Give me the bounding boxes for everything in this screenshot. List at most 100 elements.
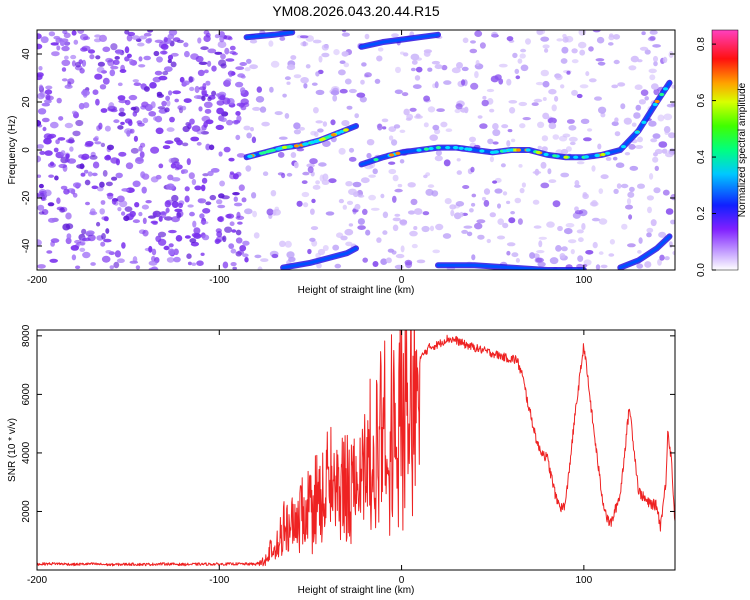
spectrogram-noise-dot xyxy=(176,39,184,44)
spectrogram-noise-dot xyxy=(81,59,87,67)
spectrogram-noise-dot xyxy=(197,198,203,203)
spectrogram-noise-dot xyxy=(555,74,563,81)
spectrogram-noise-dot xyxy=(99,208,105,215)
spectrogram-noise-dot xyxy=(72,192,78,198)
spectrogram-noise-dot xyxy=(533,98,543,103)
trace-speckle xyxy=(543,152,549,157)
spectrogram-noise-dot xyxy=(330,119,336,126)
spectrogram-noise-dot xyxy=(658,231,667,238)
spectrogram-noise-dot xyxy=(116,258,125,264)
spectrogram-y-ticks: -40 -20 0 20 40 xyxy=(21,48,675,253)
spectrogram-noise-dot xyxy=(140,142,146,148)
spectrogram-noise-dot xyxy=(62,164,68,172)
spectrogram-noise-dot xyxy=(432,249,441,254)
spectrogram-noise-dot xyxy=(222,235,227,243)
spectrogram-noise-dot xyxy=(598,251,604,255)
spectrogram-noise-dot xyxy=(114,250,121,258)
spectrogram-noise-dot xyxy=(353,191,359,198)
spectrogram-noise-dot xyxy=(252,210,257,218)
spectrogram-noise-dot xyxy=(662,56,668,64)
spectrogram-noise-dot xyxy=(341,32,350,37)
spectrogram-noise-dot xyxy=(50,42,59,46)
spectrogram-noise-dot xyxy=(41,197,47,201)
spectrogram-noise-dot xyxy=(44,89,53,95)
colorbar-tick-label: 0.4 xyxy=(696,150,707,164)
spectrogram-noise-dot xyxy=(657,114,665,122)
spectrogram-noise-dot xyxy=(477,115,483,119)
y-tick-label: -20 xyxy=(21,190,32,205)
spectrogram-noise-dot xyxy=(547,117,557,124)
spectrogram-noise-dot xyxy=(559,253,566,259)
spectrogram-noise-dot xyxy=(56,197,61,204)
spectrogram-noise-dot xyxy=(235,111,241,116)
spectrogram-noise-dot xyxy=(536,250,545,254)
spectrogram-noise-dot xyxy=(412,84,422,89)
spectrogram-noise-dot xyxy=(591,165,596,172)
spectrogram-noise-dot xyxy=(154,115,163,123)
y-tick-label: 40 xyxy=(21,48,32,60)
spectrogram-noise-dot xyxy=(483,188,491,195)
spectrogram-noise-dot xyxy=(492,141,499,145)
spectrogram-noise-dot xyxy=(100,142,106,148)
spectrogram-noise-dot xyxy=(394,89,403,95)
spectrogram-noise-dot xyxy=(194,85,200,94)
spectrogram-noise-dot xyxy=(474,222,483,230)
spectrogram-noise-dot xyxy=(649,35,656,41)
spectrogram-noise-dot xyxy=(322,173,329,181)
spectrogram-noise-dot xyxy=(309,158,318,165)
spectrogram-noise-dot xyxy=(38,183,44,189)
spectrogram-noise-dot xyxy=(37,74,43,81)
spectrogram-noise-dot xyxy=(312,184,321,190)
spectrogram-noise-dot xyxy=(226,213,235,219)
spectrogram-noise-dot xyxy=(388,135,394,141)
spectrogram-noise-dot xyxy=(37,144,44,149)
spectrogram-noise-dot xyxy=(393,124,401,129)
spectrogram-noise-dot xyxy=(218,193,225,199)
spectrogram-noise-dot xyxy=(147,37,153,43)
spectrogram-noise-dot xyxy=(394,188,403,193)
spectrogram-noise-dot xyxy=(293,74,302,79)
spectrogram-noise-dot xyxy=(548,122,557,130)
spectrogram-noise-dot xyxy=(434,64,443,70)
spectrogram-noise-dot xyxy=(407,210,416,215)
spectrogram-noise-dot xyxy=(148,215,156,219)
spectrogram-noise-dot xyxy=(166,100,171,107)
trace-speckle xyxy=(423,147,429,151)
spectrogram-noise-dot xyxy=(605,156,612,161)
spectrogram-noise-dot xyxy=(644,49,651,55)
spectrogram-noise-dot xyxy=(38,84,44,91)
spectrogram-noise-dot xyxy=(311,82,318,86)
spectrogram-noise-dot xyxy=(440,121,448,128)
spectrogram-noise-dot xyxy=(422,211,430,216)
spectrogram-noise-dot xyxy=(646,227,654,233)
spectrogram-noise-dot xyxy=(77,30,85,34)
spectrogram-noise-dot xyxy=(103,238,112,243)
spectrogram-noise-dot xyxy=(564,35,574,43)
spectrogram-noise-dot xyxy=(119,107,125,113)
spectrogram-noise-dot xyxy=(61,45,70,52)
spectrogram-noise-dot xyxy=(282,93,287,98)
spectrogram-noise-dot xyxy=(167,59,172,64)
spectrogram-noise-dot xyxy=(132,111,138,117)
spectrogram-noise-dot xyxy=(299,35,309,39)
spectrogram-noise-dot xyxy=(186,253,192,259)
spectrogram-noise-dot xyxy=(143,86,150,92)
trace-speckle xyxy=(493,150,499,154)
spectrogram-noise-dot xyxy=(279,36,286,41)
spectrogram-noise-dot xyxy=(552,200,561,208)
spectrogram-noise-dot xyxy=(163,66,173,72)
spectrogram-noise-dot xyxy=(364,33,370,40)
spectrogram-noise-dot xyxy=(253,232,260,239)
spectrogram-noise-dot xyxy=(41,102,50,107)
spectrogram-noise-dot xyxy=(598,218,608,225)
spectrogram-noise-dot xyxy=(100,108,108,113)
spectrogram-noise-dot xyxy=(600,174,609,180)
spectrogram-noise-dot xyxy=(564,228,573,235)
spectrogram-noise-dot xyxy=(415,66,423,73)
spectrogram-noise-dot xyxy=(425,188,434,196)
spectrogram-noise-dot xyxy=(188,76,193,83)
spectrogram-noise-dot xyxy=(243,125,251,131)
spectrogram-noise-dot xyxy=(608,35,615,41)
trace-speckle xyxy=(416,148,422,152)
spectrogram-noise-dot xyxy=(293,122,301,130)
